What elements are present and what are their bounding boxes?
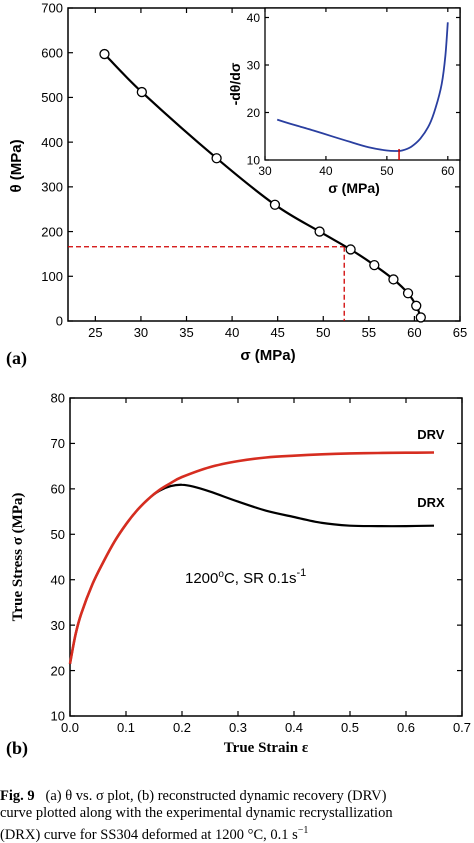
panel-label-a: (a): [6, 348, 27, 369]
y-tick-label: 70: [51, 436, 65, 451]
theta-sigma-chart: 25 30 35 40 45 50 55 60 65 0 100 200 300 400 500 600 700…: [6, 1, 467, 369]
caption-text-1: (a) θ vs. σ plot, (b) reconstructed dyna…: [45, 788, 387, 804]
inset-y-axis-label: -dθ/dσ: [227, 62, 243, 105]
y-tick-label: 600: [41, 45, 63, 60]
x-tick-label: 0.1: [117, 720, 135, 735]
x-tick-label: 0.7: [453, 720, 471, 735]
inset-x-axis-label: σ (MPa): [328, 180, 380, 196]
x-axis-label: True Strain ε: [224, 740, 309, 756]
y-tick-label: 20: [247, 106, 261, 120]
figure-caption: Fig. 9 (a) θ vs. σ plot, (b) reconstruct…: [0, 788, 474, 843]
series-label-drv: DRV: [417, 427, 445, 442]
x-tick-label: 40: [319, 164, 333, 178]
x-tick-label: 0.2: [173, 720, 191, 735]
y-tick-label: 80: [51, 391, 65, 406]
x-axis-label: σ (MPa): [240, 347, 295, 364]
y-axis-label: True Stress σ (MPa): [10, 493, 26, 622]
y-tick-label: 100: [41, 269, 63, 284]
y-tick-label: 300: [41, 180, 63, 195]
data-point: [211, 153, 222, 164]
data-point: [369, 259, 380, 271]
x-tick-label: 65: [453, 325, 467, 340]
inset-chart: 30 40 50 60 10 20 30 40 σ (MPa) -dθ/dσ: [227, 7, 461, 196]
figure-canvas: 25 30 35 40 45 50 55 60 650100200300400500600700…: [6, 1, 471, 759]
y-tick-label: 30: [51, 618, 65, 633]
y-tick-label: 10: [247, 153, 261, 167]
y-tick-label: 500: [41, 90, 63, 105]
x-tick-label: 0.6: [397, 720, 415, 735]
y-axis-label: θ (MPa): [8, 139, 25, 192]
caption-text-3: (DRX) curve for SS304 deformed at 1200 °…: [0, 826, 298, 843]
x-tick-label: 60: [407, 325, 421, 340]
x-tick-label: 45: [270, 325, 284, 340]
x-tick-label: 0.0: [61, 720, 79, 735]
data-point: [345, 244, 356, 255]
series-drv: [68, 451, 435, 665]
x-tick-label: 0.5: [341, 720, 359, 735]
y-tick-label: 40: [247, 11, 261, 25]
y-tick-label: 700: [41, 1, 63, 16]
x-tick-label: 30: [134, 325, 148, 340]
caption-superscript: −1: [297, 825, 309, 836]
plot-frame: [67, 7, 461, 322]
panel-label-b: (b): [6, 738, 28, 759]
plot-frame: [69, 397, 463, 717]
figure-number: Fig. 9: [0, 788, 35, 804]
data-point: [411, 300, 422, 311]
data-point: [136, 86, 147, 98]
x-tick-label: 35: [179, 325, 193, 340]
series-label-drx: DRX: [417, 495, 445, 510]
data-point: [415, 312, 426, 323]
inset-frame: [264, 7, 461, 161]
y-tick-label: 50: [51, 527, 65, 542]
data-point: [314, 226, 325, 237]
caption-line-1: Fig. 9 (a) θ vs. σ plot, (b) reconstruct…: [0, 788, 474, 805]
y-tick-label: 20: [51, 663, 65, 678]
x-tick-label: 50: [380, 164, 394, 178]
x-tick-label: 0.4: [285, 720, 303, 735]
data-point: [99, 48, 110, 60]
data-point: [269, 199, 281, 210]
caption-line-3: (DRX) curve for SS304 deformed at 1200 °…: [0, 822, 474, 843]
x-tick-label: 50: [316, 325, 330, 340]
stress-strain-chart: 0.0 0.1 0.2 0.3 0.4 0.5 0.6 0.7 10 20 30 40 50 60 70 80…: [6, 391, 471, 759]
x-tick-label: 25: [88, 325, 102, 340]
x-tick-label: 40: [225, 325, 239, 340]
x-tick-label: 55: [362, 325, 376, 340]
caption-text-2: curve plotted along with the experimenta…: [0, 805, 393, 821]
y-tick-label: 40: [51, 572, 65, 587]
data-point: [402, 288, 414, 299]
x-tick-label: 30: [258, 164, 272, 178]
test-condition-annotation: 1200oC, SR 0.1s-1: [185, 567, 306, 587]
y-tick-label: 200: [41, 224, 63, 239]
y-tick-label: 400: [41, 135, 63, 150]
x-tick-label: 60: [441, 164, 455, 178]
data-point: [388, 274, 399, 285]
y-tick-label: 30: [247, 58, 261, 72]
y-tick-label: 10: [51, 709, 65, 724]
x-tick-label: 0.3: [229, 720, 247, 735]
y-tick-label: 60: [51, 482, 65, 497]
y-tick-label: 0: [56, 314, 63, 329]
